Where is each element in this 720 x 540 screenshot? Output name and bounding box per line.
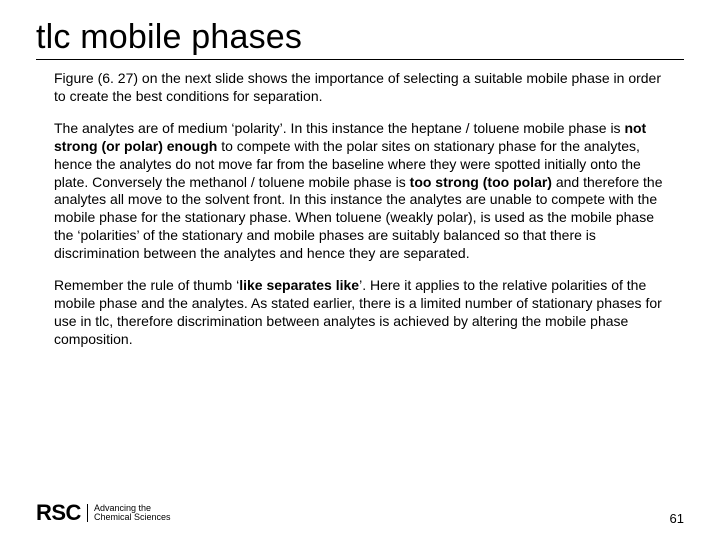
rsc-logo: RSC Advancing the Chemical Sciences (36, 500, 170, 526)
p2-run-a: The analytes are of medium ‘polarity’. I… (54, 120, 624, 136)
rsc-tagline-line2: Chemical Sciences (94, 512, 171, 522)
page-number: 61 (670, 511, 684, 526)
body-text: Figure (6. 27) on the next slide shows t… (36, 70, 684, 349)
footer: RSC Advancing the Chemical Sciences 61 (36, 500, 684, 526)
p2-bold-too-strong: too strong (too polar) (410, 174, 552, 190)
rsc-logo-mark: RSC (36, 500, 81, 526)
paragraph-1: Figure (6. 27) on the next slide shows t… (36, 70, 684, 106)
slide-title: tlc mobile phases (36, 18, 684, 57)
rsc-logo-tagline: Advancing the Chemical Sciences (87, 504, 171, 523)
title-underline (36, 59, 684, 60)
paragraph-3: Remember the rule of thumb ‘like separat… (36, 277, 684, 349)
paragraph-2: The analytes are of medium ‘polarity’. I… (36, 120, 684, 263)
p3-run-a: Remember the rule of thumb ‘ (54, 277, 239, 293)
slide: tlc mobile phases Figure (6. 27) on the … (0, 0, 720, 540)
p3-bold-like-separates-like: like separates like (239, 277, 359, 293)
